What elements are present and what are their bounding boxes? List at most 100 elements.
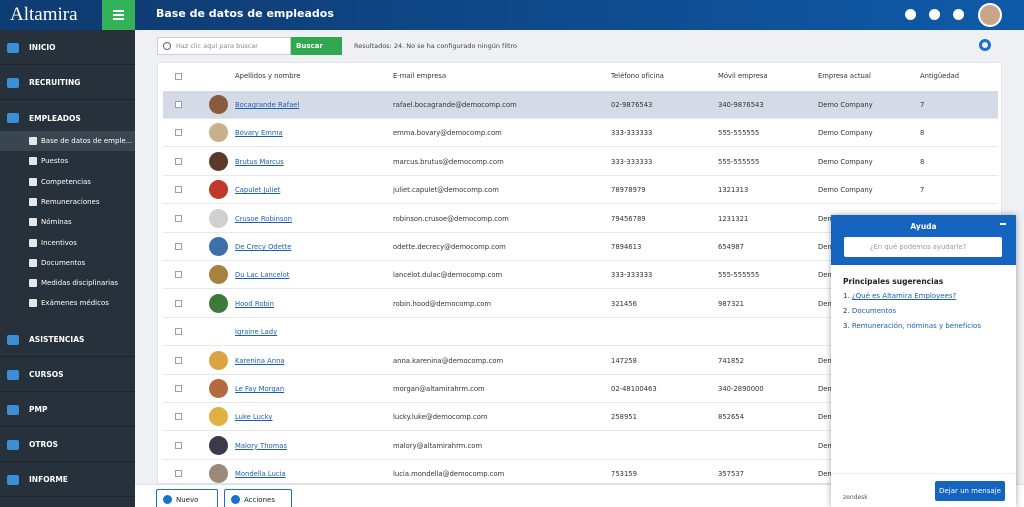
nav-item[interactable]: Remuneraciones bbox=[0, 192, 135, 212]
column-header[interactable]: Móvil empresa bbox=[718, 72, 768, 80]
nav-section[interactable]: ASISTENCIAS bbox=[0, 323, 135, 357]
mobile: 741852 bbox=[718, 356, 744, 365]
nav-section[interactable]: PMP bbox=[0, 393, 135, 427]
name[interactable]: Capulet Juliet bbox=[235, 186, 281, 195]
email: lucky.luke@democomp.com bbox=[393, 413, 488, 422]
row-checkbox[interactable] bbox=[175, 385, 182, 392]
help-icon[interactable] bbox=[953, 9, 964, 20]
help-link[interactable]: 2. Documentos bbox=[843, 307, 896, 315]
select-all[interactable] bbox=[175, 73, 182, 80]
nav-section[interactable]: EMPLEADOS bbox=[0, 101, 135, 135]
column-header[interactable]: Antigüedad bbox=[920, 72, 960, 80]
mobile: 357537 bbox=[718, 470, 744, 479]
nav-item[interactable]: Medidas disciplinarias bbox=[0, 273, 135, 293]
search-input[interactable]: Haz clic aquí para buscar bbox=[157, 37, 291, 55]
clock-icon[interactable] bbox=[929, 9, 940, 20]
row-checkbox[interactable] bbox=[175, 356, 182, 364]
leave-message[interactable]: Dejar un mensaje bbox=[935, 481, 1005, 501]
help-search[interactable]: ¿En qué podemos ayudarle? bbox=[844, 237, 1002, 257]
company: Demo Company bbox=[818, 157, 873, 166]
nav-item[interactable]: Nóminas bbox=[0, 212, 135, 232]
name[interactable]: Crusoe Robinson bbox=[235, 214, 292, 223]
mobile: 852654 bbox=[718, 413, 744, 422]
name[interactable]: Malory Thomas bbox=[235, 441, 287, 450]
column-header[interactable]: Teléfono oficina bbox=[611, 72, 664, 80]
help-link[interactable]: 3. Remuneración, nóminas y beneficios bbox=[843, 322, 981, 330]
column-header[interactable]: E-mail empresa bbox=[393, 72, 447, 80]
user-avatar[interactable] bbox=[978, 3, 1002, 27]
minimize[interactable] bbox=[1000, 223, 1006, 225]
name[interactable]: Luke Lucky bbox=[235, 413, 273, 422]
link-text[interactable]: ¿Qué es Altamira Employees? bbox=[851, 292, 957, 300]
name[interactable]: Karenina Anna bbox=[235, 356, 285, 365]
nav-section[interactable]: INFORME bbox=[0, 463, 135, 497]
row-checkbox[interactable] bbox=[175, 413, 182, 421]
nav-section[interactable]: INICIO bbox=[0, 31, 135, 65]
column-header[interactable]: Empresa actual bbox=[818, 72, 871, 80]
logo[interactable]: Altamira bbox=[10, 4, 78, 25]
help-link[interactable]: 1. ¿Qué es Altamira Employees? bbox=[843, 292, 956, 300]
row-checkbox[interactable] bbox=[175, 129, 182, 137]
phone: 258951 bbox=[611, 413, 637, 422]
top-bar: Base de datos de empleados bbox=[135, 0, 1024, 30]
row-checkbox[interactable] bbox=[175, 271, 182, 279]
name[interactable]: Le Fay Morgan bbox=[235, 385, 285, 393]
name[interactable]: Igraine Lady bbox=[235, 328, 278, 337]
phone: 7894613 bbox=[611, 243, 642, 251]
table-row[interactable]: Capulet Juliet juliet.capulet@democomp.co… bbox=[163, 176, 998, 205]
company: Demo Company bbox=[818, 186, 873, 195]
row-checkbox[interactable] bbox=[175, 328, 182, 336]
table-settings[interactable] bbox=[979, 39, 991, 51]
search-button[interactable]: Buscar bbox=[291, 37, 342, 55]
row-checkbox[interactable] bbox=[175, 299, 182, 307]
phone: 147258 bbox=[611, 356, 637, 365]
row-checkbox[interactable] bbox=[175, 101, 182, 108]
nav-item[interactable]: Documentos bbox=[0, 253, 135, 273]
nav-item[interactable]: Exámenes médicos bbox=[0, 293, 135, 313]
row-checkbox[interactable] bbox=[175, 214, 182, 222]
nav-section[interactable]: RECRUITING bbox=[0, 66, 135, 100]
nav-section[interactable]: OTROS bbox=[0, 428, 135, 462]
table-row[interactable]: Bocagrande Rafael rafael.bocagrande@democ… bbox=[163, 91, 998, 119]
avatar bbox=[209, 95, 228, 114]
help-footer: zendesk Dejar un mensaje bbox=[831, 473, 1016, 507]
menu-toggle[interactable] bbox=[102, 0, 135, 30]
nav-item[interactable]: Base de datos de emple... bbox=[0, 131, 135, 151]
table-row[interactable]: Brutus Marcus marcus.brutus@democomp.com 3… bbox=[163, 148, 998, 176]
name[interactable]: Bocagrande Rafael bbox=[235, 101, 300, 109]
name[interactable]: Du Lac Lancelot bbox=[235, 271, 290, 280]
settings-icon[interactable] bbox=[905, 9, 916, 20]
nav-label: OTROS bbox=[29, 439, 59, 449]
name[interactable]: Mondella Lucia bbox=[235, 470, 286, 479]
nav-item-icon bbox=[29, 238, 37, 247]
row-checkbox[interactable] bbox=[175, 470, 182, 478]
row-checkbox[interactable] bbox=[175, 186, 182, 194]
nav-item[interactable]: Puestos bbox=[0, 151, 135, 171]
column-header[interactable]: Apellidos y nombre bbox=[235, 72, 301, 80]
name[interactable]: De Crecy Odette bbox=[235, 243, 292, 251]
link-number: 1. bbox=[843, 292, 850, 300]
nav-section[interactable]: CURSOS bbox=[0, 358, 135, 392]
table-row[interactable]: Igraine Lady bbox=[163, 318, 998, 347]
nav-item-label: Remuneraciones bbox=[41, 197, 100, 206]
name[interactable]: Brutus Marcus bbox=[235, 157, 284, 166]
logo-bar: Altamira bbox=[0, 0, 135, 30]
row-checkbox[interactable] bbox=[175, 243, 182, 250]
nav-item[interactable]: Competencias bbox=[0, 172, 135, 192]
new-button[interactable]: Nuevo bbox=[156, 489, 218, 507]
name[interactable]: Bovary Emma bbox=[235, 129, 283, 138]
name[interactable]: Hood Robin bbox=[235, 299, 274, 308]
actions-button[interactable]: Acciones bbox=[224, 489, 292, 507]
link-text[interactable]: Remuneración, nóminas y beneficios bbox=[851, 322, 981, 330]
sidebar: Altamira INICIO RECRUITING EMPLEADOS Base d… bbox=[0, 0, 135, 507]
nav-item[interactable]: Incentivos bbox=[0, 233, 135, 253]
nav-label: EMPLEADOS bbox=[29, 113, 81, 123]
row-checkbox[interactable] bbox=[175, 441, 182, 449]
nav-item-icon bbox=[29, 218, 37, 227]
nav-item-label: Nóminas bbox=[41, 218, 72, 227]
link-text[interactable]: Documentos bbox=[851, 307, 897, 315]
row-checkbox[interactable] bbox=[175, 157, 182, 165]
help-widget: Ayuda ¿En qué podemos ayudarle? Principa… bbox=[831, 215, 1016, 507]
nav-item-icon bbox=[29, 177, 37, 186]
table-row[interactable]: Bovary Emma emma.bovary@democomp.com 333-3… bbox=[163, 119, 998, 148]
